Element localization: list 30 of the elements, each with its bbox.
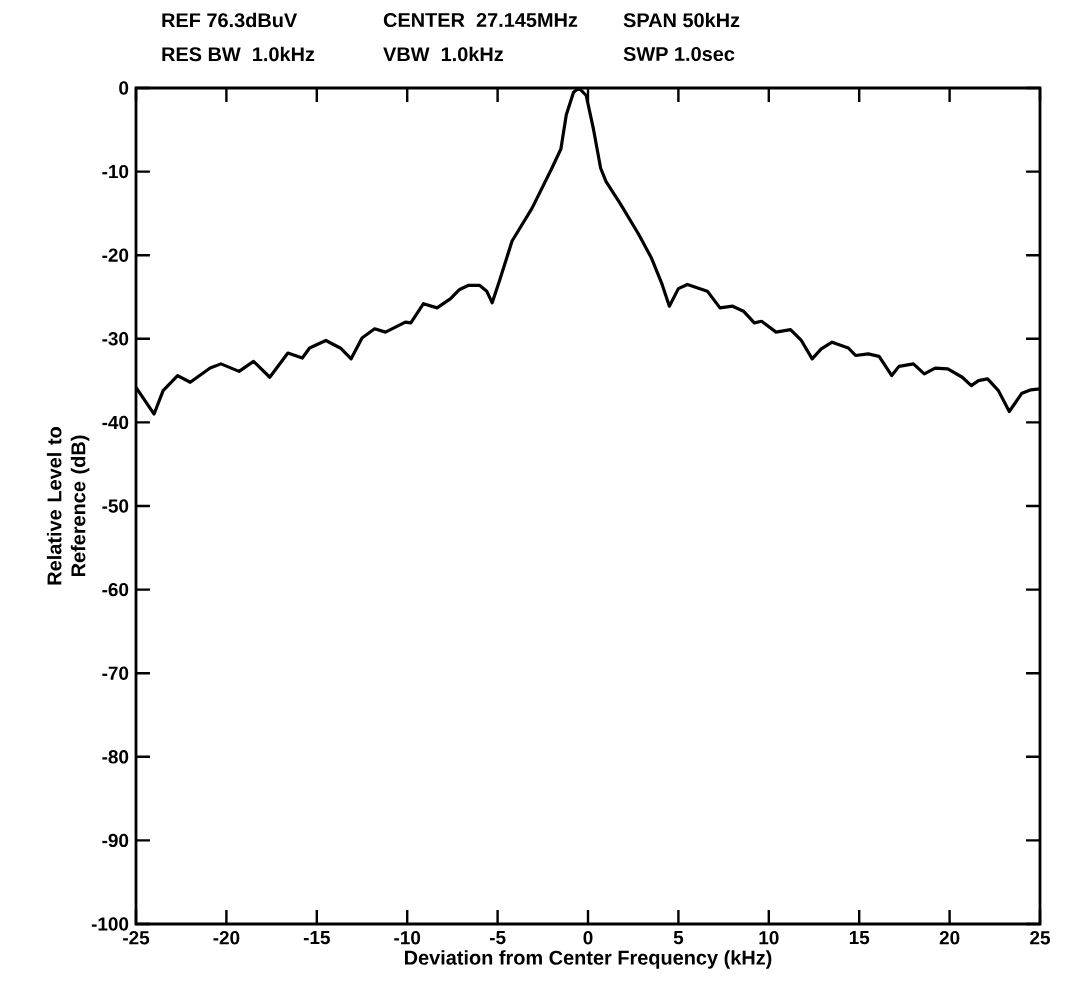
y-tick-label: -80 — [102, 750, 129, 764]
x-tick-label: -10 — [394, 931, 421, 945]
y-tick-label: -40 — [102, 415, 129, 430]
x-tick-label: -20 — [213, 931, 240, 945]
y-axis-title: Relative Level to Reference (dB) — [46, 427, 90, 585]
x-tick-label: 20 — [939, 931, 960, 945]
text: CENTER 27.145MHz — [383, 12, 578, 28]
text: SWP 1.0sec — [623, 46, 735, 62]
text: REF 76.3dBuV — [162, 12, 298, 28]
y-tick-label: -30 — [102, 332, 129, 346]
x-tick-label: 0 — [583, 931, 593, 945]
text: SPAN 50kHz — [623, 12, 740, 28]
y-tick-label: -60 — [102, 582, 129, 597]
y-tick-label: -90 — [102, 833, 129, 848]
x-tick-label: -15 — [303, 931, 330, 945]
y-tick-label: -70 — [102, 666, 129, 680]
y-tick-label: -20 — [102, 248, 129, 262]
y-tick-label: -10 — [102, 164, 129, 179]
x-tick-label: 25 — [1030, 931, 1050, 945]
x-tick-label: 15 — [849, 931, 870, 945]
y-tick-label: -50 — [102, 499, 129, 513]
text: RES BW 1.0kHz — [162, 46, 315, 62]
x-tick-label: 10 — [759, 931, 779, 945]
x-axis-title: Deviation from Center Frequency (kHz) — [405, 950, 772, 969]
y-tick-label: 0 — [119, 81, 129, 95]
y-tick-label: -100 — [91, 917, 129, 931]
x-tick-label: -25 — [123, 931, 150, 945]
x-tick-label: 5 — [673, 931, 684, 945]
text: VBW 1.0kHz — [383, 46, 503, 62]
x-tick-label: -5 — [489, 931, 506, 945]
